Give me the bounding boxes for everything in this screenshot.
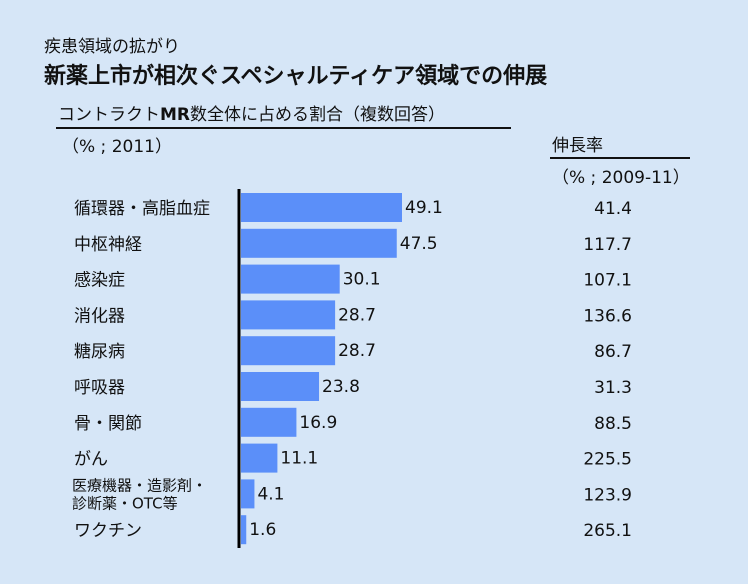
category-label: ワクチン	[74, 521, 142, 541]
category-label: 呼吸器	[74, 378, 125, 398]
bar-value-label: 28.7	[338, 341, 376, 361]
category-label: がん	[74, 450, 108, 470]
growth-value: 31.3	[594, 378, 632, 398]
category-label: 医療機器・造影剤・診断薬・OTC等	[72, 476, 207, 512]
growth-value: 41.4	[594, 199, 632, 219]
growth-value: 136.6	[583, 306, 632, 326]
bar-value-label: 30.1	[343, 270, 381, 290]
share-label-rule	[56, 127, 511, 129]
bar	[241, 228, 397, 258]
bar	[241, 443, 278, 473]
growth-value: 117.7	[583, 235, 632, 255]
bar-value-label: 4.1	[257, 484, 284, 504]
growth-value: 107.1	[583, 271, 632, 291]
growth-value: 88.5	[594, 414, 632, 434]
bar-value-label: 47.5	[400, 234, 438, 254]
bar	[241, 479, 255, 509]
share-label-suffix: 数全体に占める割合（複数回答）	[190, 105, 446, 125]
category-label: 糖尿病	[74, 342, 125, 362]
share-unit-label: （% ; 2011）	[62, 137, 172, 157]
growth-header-rule	[550, 157, 690, 159]
growth-value: 265.1	[583, 521, 632, 541]
bar	[241, 515, 247, 545]
share-label: コントラクトMR数全体に占める割合（複数回答）	[58, 100, 445, 125]
category-label: 循環器・高脂血症	[74, 199, 210, 219]
bar	[241, 372, 320, 401]
growth-column-header: 伸長率	[552, 136, 603, 156]
share-label-mr: MR	[160, 105, 191, 125]
bar-value-label: 49.1	[405, 198, 443, 218]
category-label: 感染症	[74, 271, 125, 291]
bar	[241, 264, 340, 294]
category-label: 骨・関節	[74, 414, 142, 434]
share-label-prefix: コントラクト	[58, 105, 160, 125]
category-label: 中枢神経	[74, 235, 142, 255]
growth-value: 225.5	[583, 450, 632, 470]
chart-title: 新薬上市が相次ぐスペシャルティケア領域での伸展	[44, 64, 548, 89]
bar	[241, 300, 336, 330]
bar	[241, 336, 336, 366]
bar	[241, 407, 297, 437]
growth-value: 86.7	[594, 342, 632, 362]
bar-value-label: 1.6	[249, 520, 276, 540]
growth-unit-label: （% ; 2009-11）	[552, 168, 690, 188]
bar-value-label: 16.9	[299, 413, 337, 433]
bar	[241, 193, 402, 222]
bar-value-label: 11.1	[280, 449, 318, 469]
growth-value: 123.9	[583, 485, 632, 505]
bar-value-label: 23.8	[322, 377, 360, 397]
chart-subtitle: 疾患領域の拡がり	[44, 37, 180, 57]
bar-value-label: 28.7	[338, 305, 376, 325]
category-label: 消化器	[74, 306, 125, 326]
